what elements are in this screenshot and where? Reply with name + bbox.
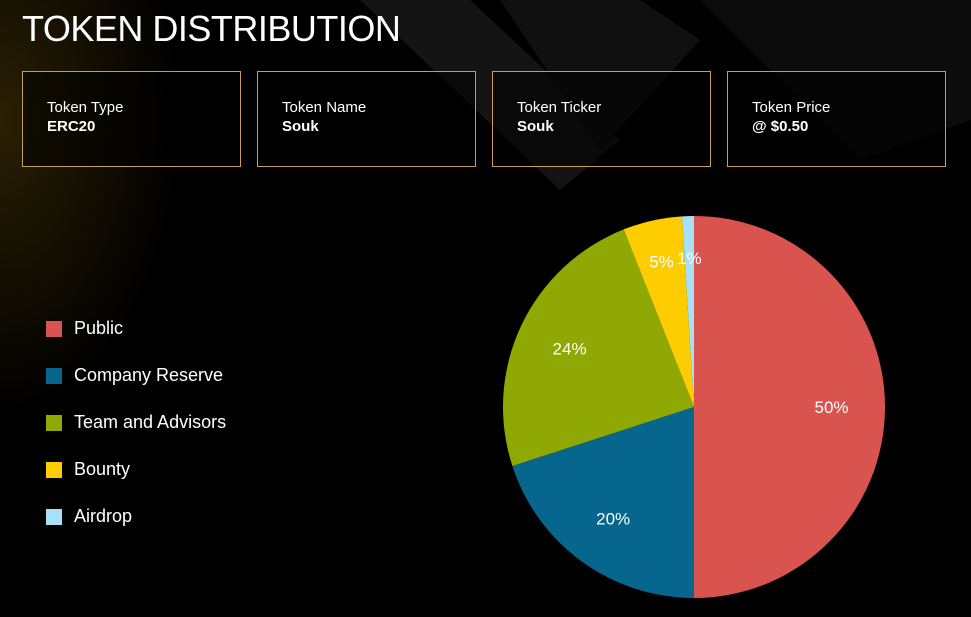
legend-item-public[interactable]: Public [46,305,226,352]
pie-slice-company-reserve[interactable] [512,407,694,598]
token-price-label: Token Price [752,99,831,116]
legend-swatch-public [46,320,62,337]
pie-slice-team-and-advisors[interactable] [503,229,694,467]
token-price-card: Token Price @ $0.50 [727,71,946,167]
token-type-card: Token Type ERC20 [22,71,241,167]
pie-chart: 50% 20% 24% 5% 1% [503,216,885,598]
pie-slice-public[interactable] [694,216,885,598]
token-ticker-value: Souk [517,118,554,135]
token-type-label: Token Type [47,99,124,116]
legend-item-bounty[interactable]: Bounty [46,446,226,493]
legend-label-company-reserve: Company Reserve [74,365,224,385]
pie-label-company-reserve: 20% [596,509,630,528]
legend-item-team-and-advisors[interactable]: Team and Advisors [46,399,226,446]
legend-item-company-reserve[interactable]: Company Reserve [46,352,226,399]
pie-label-bounty: 5% [649,253,674,272]
pie-slice-bounty[interactable] [623,216,694,407]
page-title: TOKEN DISTRIBUTION [22,8,401,49]
legend-swatch-airdrop [46,508,62,525]
legend-swatch-company-reserve [46,367,62,384]
legend-label-airdrop: Airdrop [74,506,133,526]
pie-label-airdrop: 1% [677,249,702,268]
pie-slice-airdrop[interactable] [682,216,694,407]
legend-label-bounty: Bounty [74,459,131,479]
pie-label-team-and-advisors: 24% [553,339,587,358]
token-ticker-label: Token Ticker [517,99,602,116]
legend-swatch-bounty [46,461,62,478]
legend-swatch-team-and-advisors [46,414,62,431]
legend-label-team-and-advisors: Team and Advisors [74,412,227,432]
chart-legend: Public Company Reserve Team and Advisors… [46,305,226,540]
token-name-value: Souk [282,118,319,135]
pie-label-public: 50% [815,398,849,417]
token-price-value: @ $0.50 [752,118,809,135]
token-name-label: Token Name [282,99,367,116]
token-name-card: Token Name Souk [257,71,476,167]
token-ticker-card: Token Ticker Souk [492,71,711,167]
token-type-value: ERC20 [47,118,96,135]
legend-item-airdrop[interactable]: Airdrop [46,493,226,540]
legend-label-public: Public [74,318,124,338]
